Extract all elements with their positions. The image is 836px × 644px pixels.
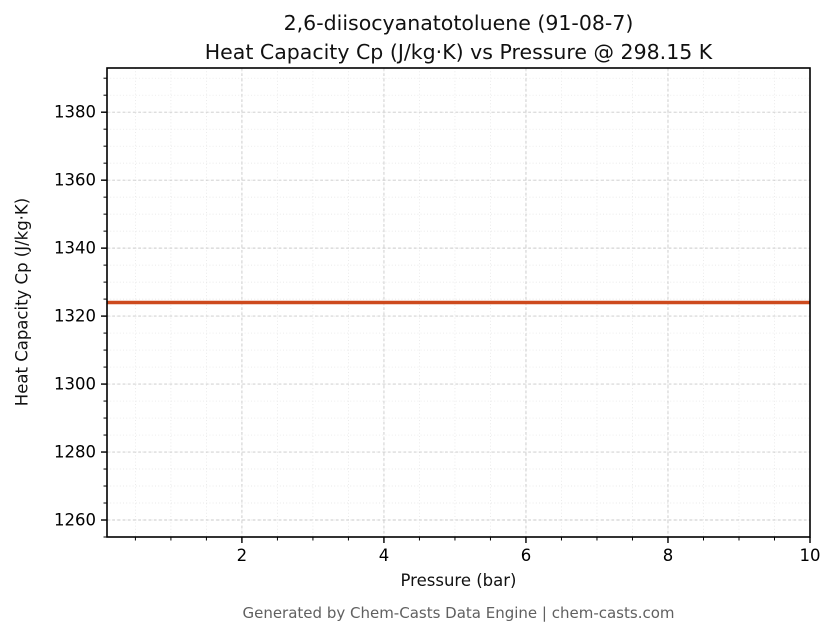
chart-title-line2: Heat Capacity Cp (J/kg·K) vs Pressure @ …	[204, 40, 713, 65]
y-tick-label: 1300	[54, 375, 96, 394]
x-tick-label: 6	[521, 546, 532, 565]
chart-title: 2,6-diisocyanatotoluene (91-08-7) Heat C…	[107, 9, 810, 67]
y-tick-label: 1360	[54, 171, 96, 190]
x-tick-label: 2	[237, 546, 248, 565]
y-tick-label: 1320	[54, 307, 96, 326]
x-tick-label: 4	[379, 546, 390, 565]
chart-title-line1: 2,6-diisocyanatotoluene (91-08-7)	[283, 11, 634, 35]
x-tick-label: 10	[800, 546, 821, 565]
y-tick-label: 1380	[54, 103, 96, 122]
plot-border	[106, 67, 811, 538]
footer-watermark: Generated by Chem-Casts Data Engine | ch…	[242, 604, 675, 622]
y-axis-label: Heat Capacity Cp (J/kg·K)	[12, 197, 32, 407]
x-axis-label: Pressure (bar)	[400, 571, 517, 590]
y-tick-label: 1280	[54, 443, 96, 462]
y-tick-label: 1340	[54, 239, 96, 258]
x-tick-label: 8	[663, 546, 674, 565]
y-tick-label: 1260	[54, 511, 96, 530]
